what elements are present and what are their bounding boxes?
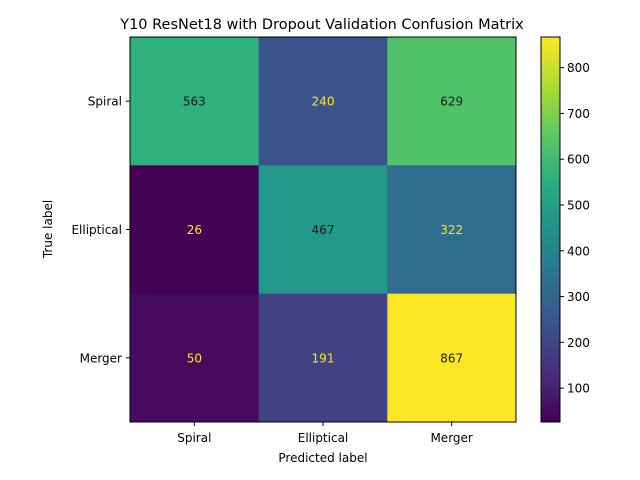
x-tick-label: Merger [430, 431, 472, 445]
colorbar-tick-label: 600 [567, 153, 590, 167]
x-axis-ticks: Spiral Elliptical Merger [177, 422, 473, 445]
chart-title: Y10 ResNet18 with Dropout Validation Con… [119, 17, 524, 33]
cell-value-label: 867 [440, 351, 463, 365]
colorbar-tick-label: 500 [567, 199, 590, 213]
colorbar-ticks: 100 200 300 400 500 600 700 800 [560, 61, 590, 396]
heatmap-cell [130, 37, 260, 166]
cell-value-labels: 563 240 629 26 467 322 50 191 867 [183, 95, 463, 366]
cell-value-label: 50 [187, 351, 202, 365]
heatmap-cells [130, 37, 517, 423]
cell-value-label: 26 [187, 223, 202, 237]
colorbar-tick-label: 200 [567, 336, 590, 350]
colorbar-tick-label: 800 [567, 61, 590, 75]
cell-value-label: 629 [440, 95, 463, 109]
heatmap-cell [387, 165, 517, 295]
colorbar [540, 36, 561, 423]
cell-value-label: 191 [312, 351, 335, 365]
cell-value-label: 322 [440, 223, 463, 237]
heatmap-cell [130, 165, 260, 295]
y-tick-label: Spiral [88, 95, 122, 109]
cell-value-label: 563 [183, 95, 206, 109]
heatmap-cell [387, 293, 517, 423]
x-tick-label: Elliptical [298, 431, 349, 445]
y-axis-label: True label [41, 200, 55, 259]
cell-value-label: 240 [312, 95, 335, 109]
y-axis-ticks: Spiral Elliptical Merger [71, 95, 130, 365]
heatmap-cell [258, 165, 388, 295]
cell-value-label: 467 [312, 223, 335, 237]
y-tick-label: Elliptical [71, 223, 122, 237]
x-tick-label: Spiral [177, 431, 211, 445]
heatmap-cell [387, 37, 517, 166]
x-axis-label: Predicted label [278, 451, 367, 465]
heatmap-cell [258, 37, 388, 166]
heatmap-cell [258, 293, 388, 423]
heatmap-cell [130, 293, 260, 423]
colorbar-tick-label: 300 [567, 290, 590, 304]
y-tick-label: Merger [80, 351, 122, 365]
colorbar-tick-label: 400 [567, 244, 590, 258]
colorbar-tick-label: 700 [567, 107, 590, 121]
colorbar-tick-label: 100 [567, 382, 590, 396]
